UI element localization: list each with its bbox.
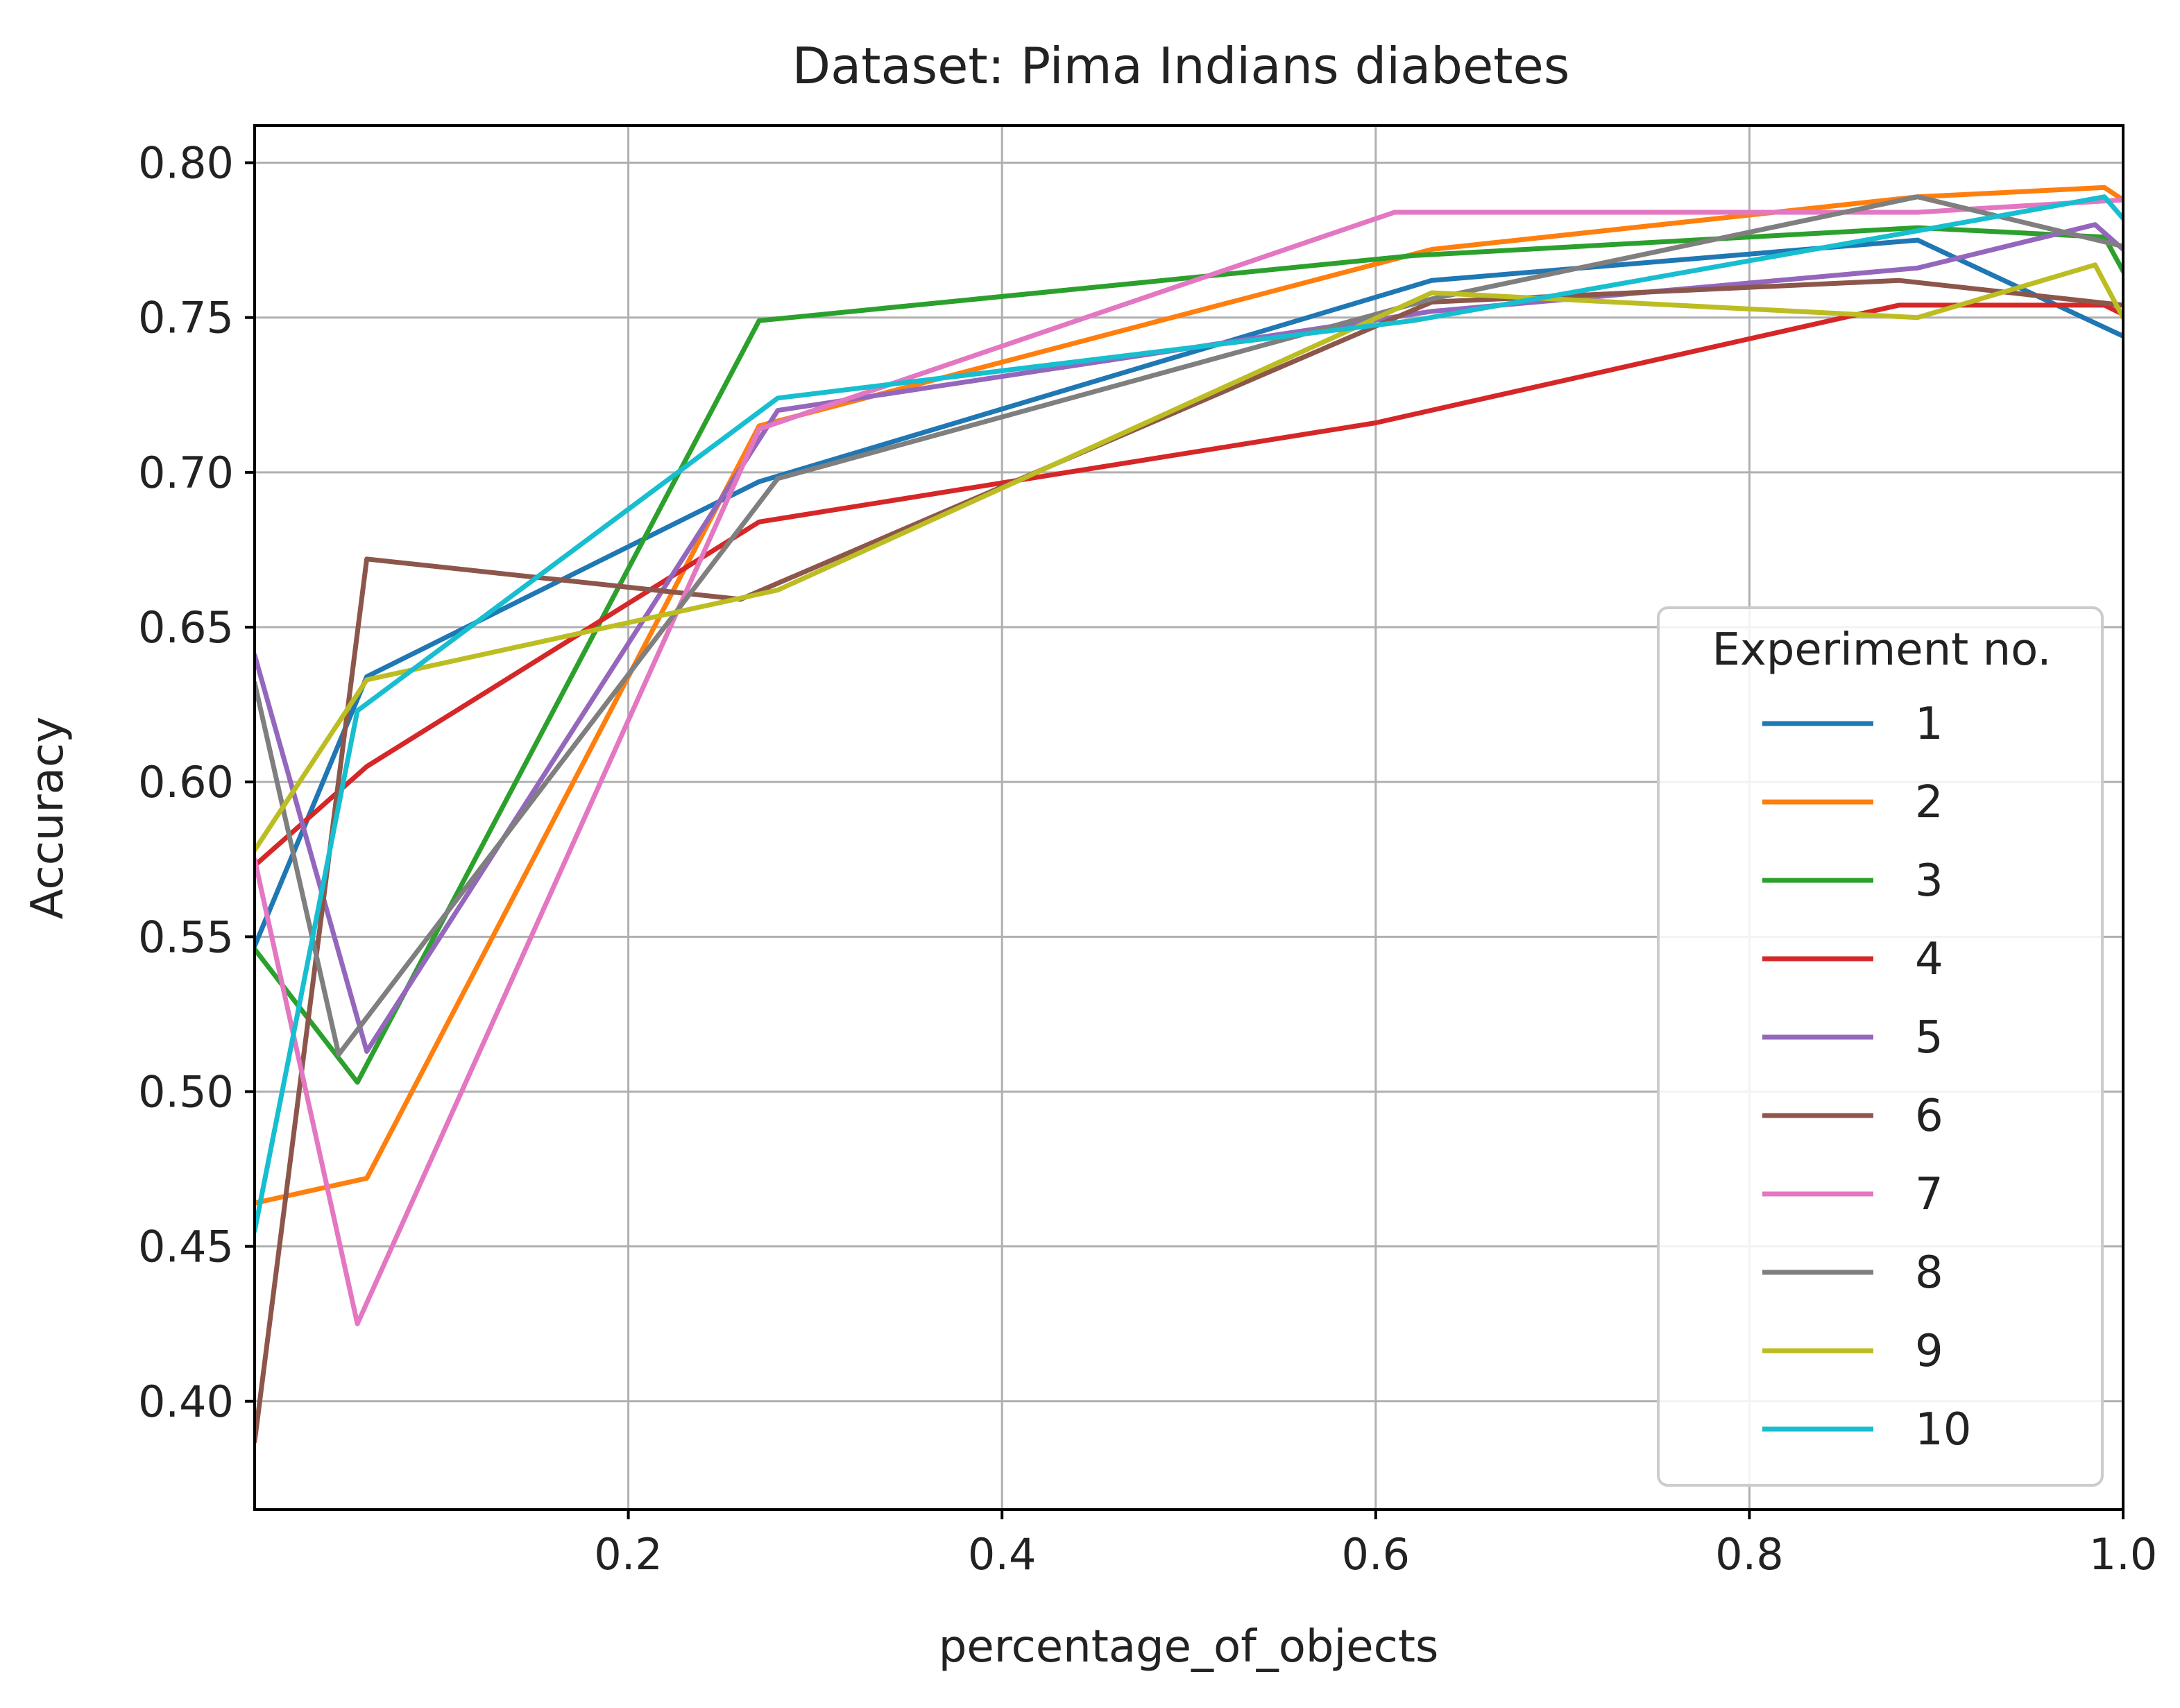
- y-axis-label: Accuracy: [22, 717, 74, 919]
- y-tick-label: 0.50: [138, 1066, 234, 1117]
- legend-label-5: 5: [1915, 1012, 1943, 1064]
- series-line-3: [255, 225, 2123, 1085]
- legend-label-3: 3: [1915, 855, 1943, 907]
- x-tick-label: 0.6: [1341, 1529, 1410, 1580]
- legend-label-6: 6: [1915, 1091, 1943, 1142]
- legend-label-9: 9: [1915, 1326, 1943, 1377]
- legend-label-2: 2: [1915, 777, 1943, 828]
- legend-frame: [1657, 606, 2104, 1487]
- x-tick-label: 0.4: [968, 1529, 1037, 1580]
- plot-area-frame: [253, 124, 2124, 1511]
- y-tick-label: 0.60: [138, 757, 234, 808]
- series-layer: [255, 185, 2123, 1444]
- y-tick-label: 0.70: [138, 447, 234, 498]
- series-line-2: [255, 185, 2123, 1206]
- legend-label-7: 7: [1915, 1169, 1943, 1220]
- chart-title: Dataset: Pima Indians diabetes: [792, 37, 1570, 95]
- legend-label-8: 8: [1915, 1247, 1943, 1299]
- y-tick-label: 0.65: [138, 602, 234, 653]
- x-tick-label: 0.8: [1715, 1529, 1784, 1580]
- x-tick-label: 0.2: [594, 1529, 663, 1580]
- legend-label-4: 4: [1915, 934, 1943, 985]
- legend-label-10: 10: [1915, 1404, 1971, 1455]
- y-tick-label: 0.80: [138, 138, 234, 189]
- legend-items: 1 2 3 4 5 6 7 8 9 10: [1762, 699, 1971, 1455]
- series-line-9: [255, 262, 2123, 853]
- series-line-7: [255, 197, 2123, 1326]
- x-tick-label: 1.0: [2089, 1529, 2158, 1580]
- y-tick-label: 0.75: [138, 293, 234, 343]
- series-line-5: [255, 222, 2123, 1054]
- legend-title: Experiment no.: [1712, 624, 2051, 676]
- legend-label-1: 1: [1915, 699, 1943, 750]
- y-tick-label: 0.55: [138, 912, 234, 962]
- legend: Experiment no. 1 2 3 4 5 6 7 8 9 10: [1657, 606, 2104, 1487]
- series-line-10: [255, 194, 2123, 1233]
- x-axis-label: percentage_of_objects: [939, 1621, 1439, 1673]
- series-line-8: [255, 194, 2123, 1057]
- y-tick-label: 0.40: [138, 1376, 234, 1427]
- y-tick-label: 0.45: [138, 1222, 234, 1272]
- axis-ticks: 0.2 0.4 0.6 0.8 1.0 0.40 0.45 0.50 0.55 0.60 0.65 0…: [138, 138, 2157, 1580]
